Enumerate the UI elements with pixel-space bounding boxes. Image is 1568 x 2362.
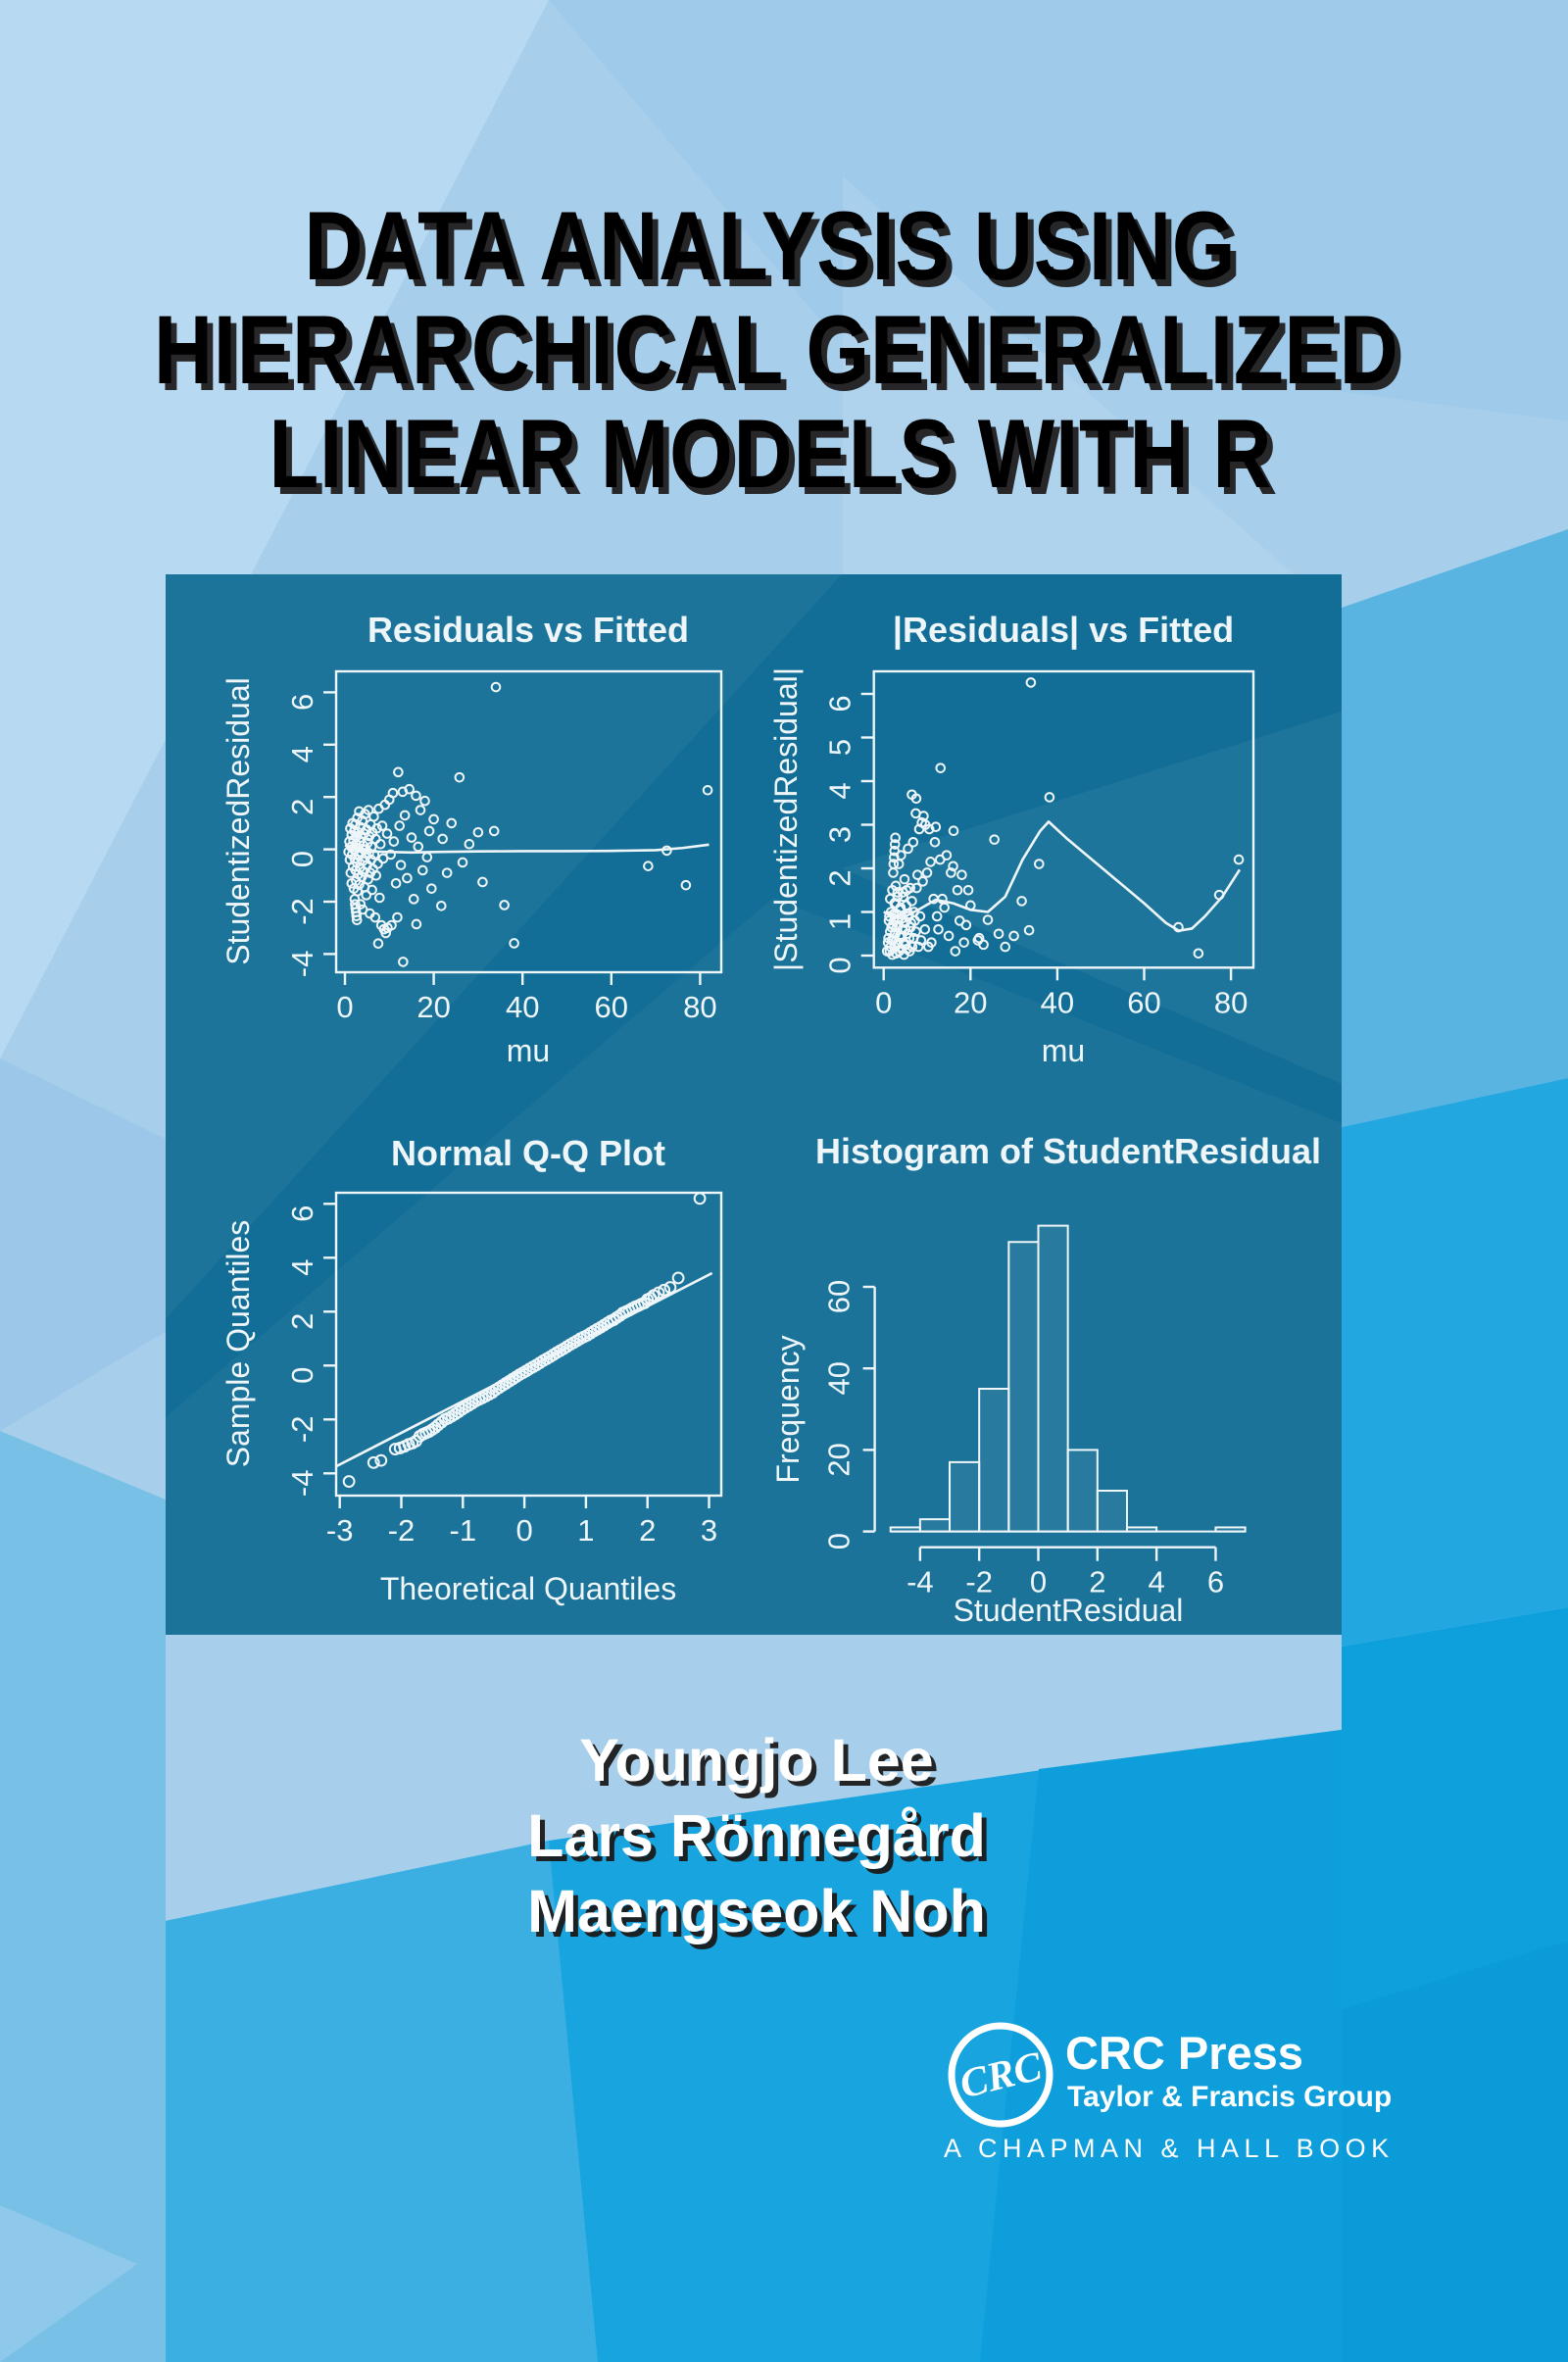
svg-text:Sample Quantiles: Sample Quantiles xyxy=(220,1220,256,1468)
svg-text:3: 3 xyxy=(701,1513,717,1548)
svg-text:0: 0 xyxy=(285,1367,319,1384)
panel-facet-overlay xyxy=(166,574,1342,1635)
svg-text:Residuals vs Fitted: Residuals vs Fitted xyxy=(368,610,689,650)
plot-normal-qq: Normal Q-Q Plot Theoretical Quantiles Samp… xyxy=(166,1105,754,1635)
svg-text:Normal Q-Q Plot: Normal Q-Q Plot xyxy=(391,1133,665,1173)
svg-text:60: 60 xyxy=(1127,985,1160,1019)
author-1: Youngjo Lee xyxy=(579,1727,934,1794)
svg-text:1: 1 xyxy=(577,1513,594,1548)
title-line-2: HIERARCHICAL GENERALIZED xyxy=(154,295,1399,404)
svg-text:6: 6 xyxy=(285,1206,319,1222)
svg-text:2: 2 xyxy=(639,1513,656,1548)
svg-text:4: 4 xyxy=(285,1259,319,1276)
svg-text:2: 2 xyxy=(1089,1565,1105,1599)
svg-text:0: 0 xyxy=(823,957,858,973)
svg-text:20: 20 xyxy=(416,990,450,1024)
publisher-imprint: A CHAPMAN & HALL BOOK xyxy=(944,2134,1395,2163)
svg-text:6: 6 xyxy=(823,695,858,712)
crc-logo-icon: CRC xyxy=(948,2022,1054,2128)
svg-text:40: 40 xyxy=(1041,985,1074,1019)
plot-histogram: Histogram of StudentResidual StudentResid… xyxy=(754,1105,1342,1635)
svg-text:60: 60 xyxy=(595,990,628,1024)
svg-text:mu: mu xyxy=(507,1033,550,1068)
author-block: Youngjo Lee Lars Rönnegård Maengseok Noh xyxy=(169,1723,1345,1949)
svg-text:Histogram of StudentResidual: Histogram of StudentResidual xyxy=(815,1131,1321,1171)
svg-text:0: 0 xyxy=(822,1533,857,1550)
svg-text:6: 6 xyxy=(285,694,319,711)
svg-text:-2: -2 xyxy=(285,1416,319,1444)
svg-text:-3: -3 xyxy=(326,1513,354,1548)
svg-text:Frequency: Frequency xyxy=(770,1335,806,1483)
title-line-1: DATA ANALYSIS USING xyxy=(304,191,1237,300)
author-3: Maengseok Noh xyxy=(527,1878,986,1944)
plots-panel: Residuals vs Fitted mu StudentizedResidual… xyxy=(166,574,1342,1635)
publisher-group: Taylor & Francis Group xyxy=(1067,2081,1393,2113)
svg-text:0: 0 xyxy=(336,990,353,1024)
svg-text:-2: -2 xyxy=(965,1565,993,1599)
publisher-name: CRC Press xyxy=(1065,2027,1303,2079)
svg-text:0: 0 xyxy=(1030,1565,1047,1599)
svg-text:2: 2 xyxy=(285,799,319,815)
svg-text:StudentizedResidual: StudentizedResidual xyxy=(220,677,256,965)
svg-text:-4: -4 xyxy=(906,1565,934,1599)
svg-text:20: 20 xyxy=(822,1443,857,1476)
svg-text:|Residuals| vs Fitted: |Residuals| vs Fitted xyxy=(893,610,1234,651)
svg-text:6: 6 xyxy=(1207,1565,1224,1599)
svg-text:0: 0 xyxy=(515,1513,532,1548)
svg-text:-1: -1 xyxy=(450,1513,477,1548)
svg-text:40: 40 xyxy=(822,1361,857,1395)
svg-text:CRC: CRC xyxy=(956,2043,1048,2107)
svg-text:mu: mu xyxy=(1042,1033,1085,1068)
svg-text:60: 60 xyxy=(822,1280,857,1313)
svg-text:-2: -2 xyxy=(388,1513,416,1548)
svg-text:4: 4 xyxy=(823,782,858,799)
svg-text:0: 0 xyxy=(875,985,892,1019)
svg-text:2: 2 xyxy=(823,869,858,886)
svg-text:4: 4 xyxy=(285,746,319,763)
book-title: DATA ANALYSIS USING HIERARCHICAL GENERAL… xyxy=(35,194,1505,506)
svg-text:StudentResidual: StudentResidual xyxy=(954,1593,1184,1628)
svg-text:80: 80 xyxy=(1214,985,1248,1019)
svg-text:40: 40 xyxy=(506,990,539,1024)
svg-text:80: 80 xyxy=(683,990,716,1024)
svg-text:4: 4 xyxy=(1149,1565,1165,1599)
plot-abs-residuals-vs-fitted: |Residuals| vs Fitted mu |StudentizedResid… xyxy=(754,574,1342,1105)
svg-text:-4: -4 xyxy=(285,1470,319,1498)
svg-text:3: 3 xyxy=(823,826,858,843)
svg-text:-2: -2 xyxy=(285,898,319,925)
svg-text:20: 20 xyxy=(954,985,987,1019)
svg-text:2: 2 xyxy=(285,1313,319,1330)
svg-text:-4: -4 xyxy=(285,951,319,978)
svg-text:|StudentizedResidual|: |StudentizedResidual| xyxy=(768,667,804,971)
svg-text:Theoretical Quantiles: Theoretical Quantiles xyxy=(380,1571,676,1606)
svg-text:1: 1 xyxy=(823,913,858,930)
svg-text:0: 0 xyxy=(285,851,319,867)
title-line-3: LINEAR MODELS WITH R xyxy=(269,399,1272,508)
plot-residuals-vs-fitted: Residuals vs Fitted mu StudentizedResidual… xyxy=(166,574,754,1105)
author-2: Lars Rönnegård xyxy=(527,1802,986,1869)
svg-text:5: 5 xyxy=(823,739,858,756)
